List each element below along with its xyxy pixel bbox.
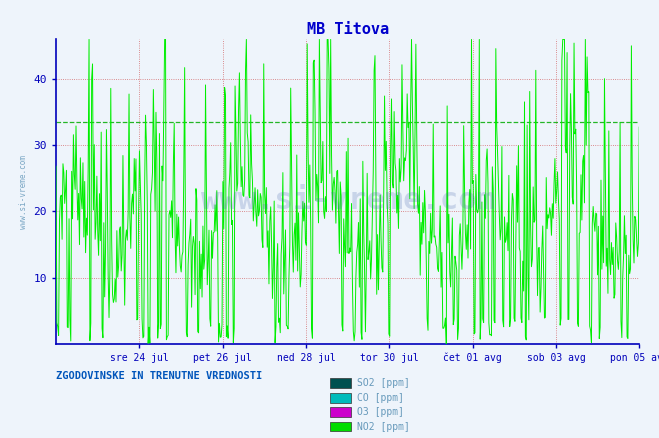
Text: www.si-vreme.com: www.si-vreme.com [19,155,28,229]
Text: NO2 [ppm]: NO2 [ppm] [357,422,410,431]
Text: ZGODOVINSKE IN TRENUTNE VREDNOSTI: ZGODOVINSKE IN TRENUTNE VREDNOSTI [56,371,262,381]
Text: O3 [ppm]: O3 [ppm] [357,407,404,417]
Text: SO2 [ppm]: SO2 [ppm] [357,378,410,388]
Text: www.si-vreme.com: www.si-vreme.com [200,186,495,215]
Title: MB Titova: MB Titova [306,22,389,37]
Text: CO [ppm]: CO [ppm] [357,393,404,403]
